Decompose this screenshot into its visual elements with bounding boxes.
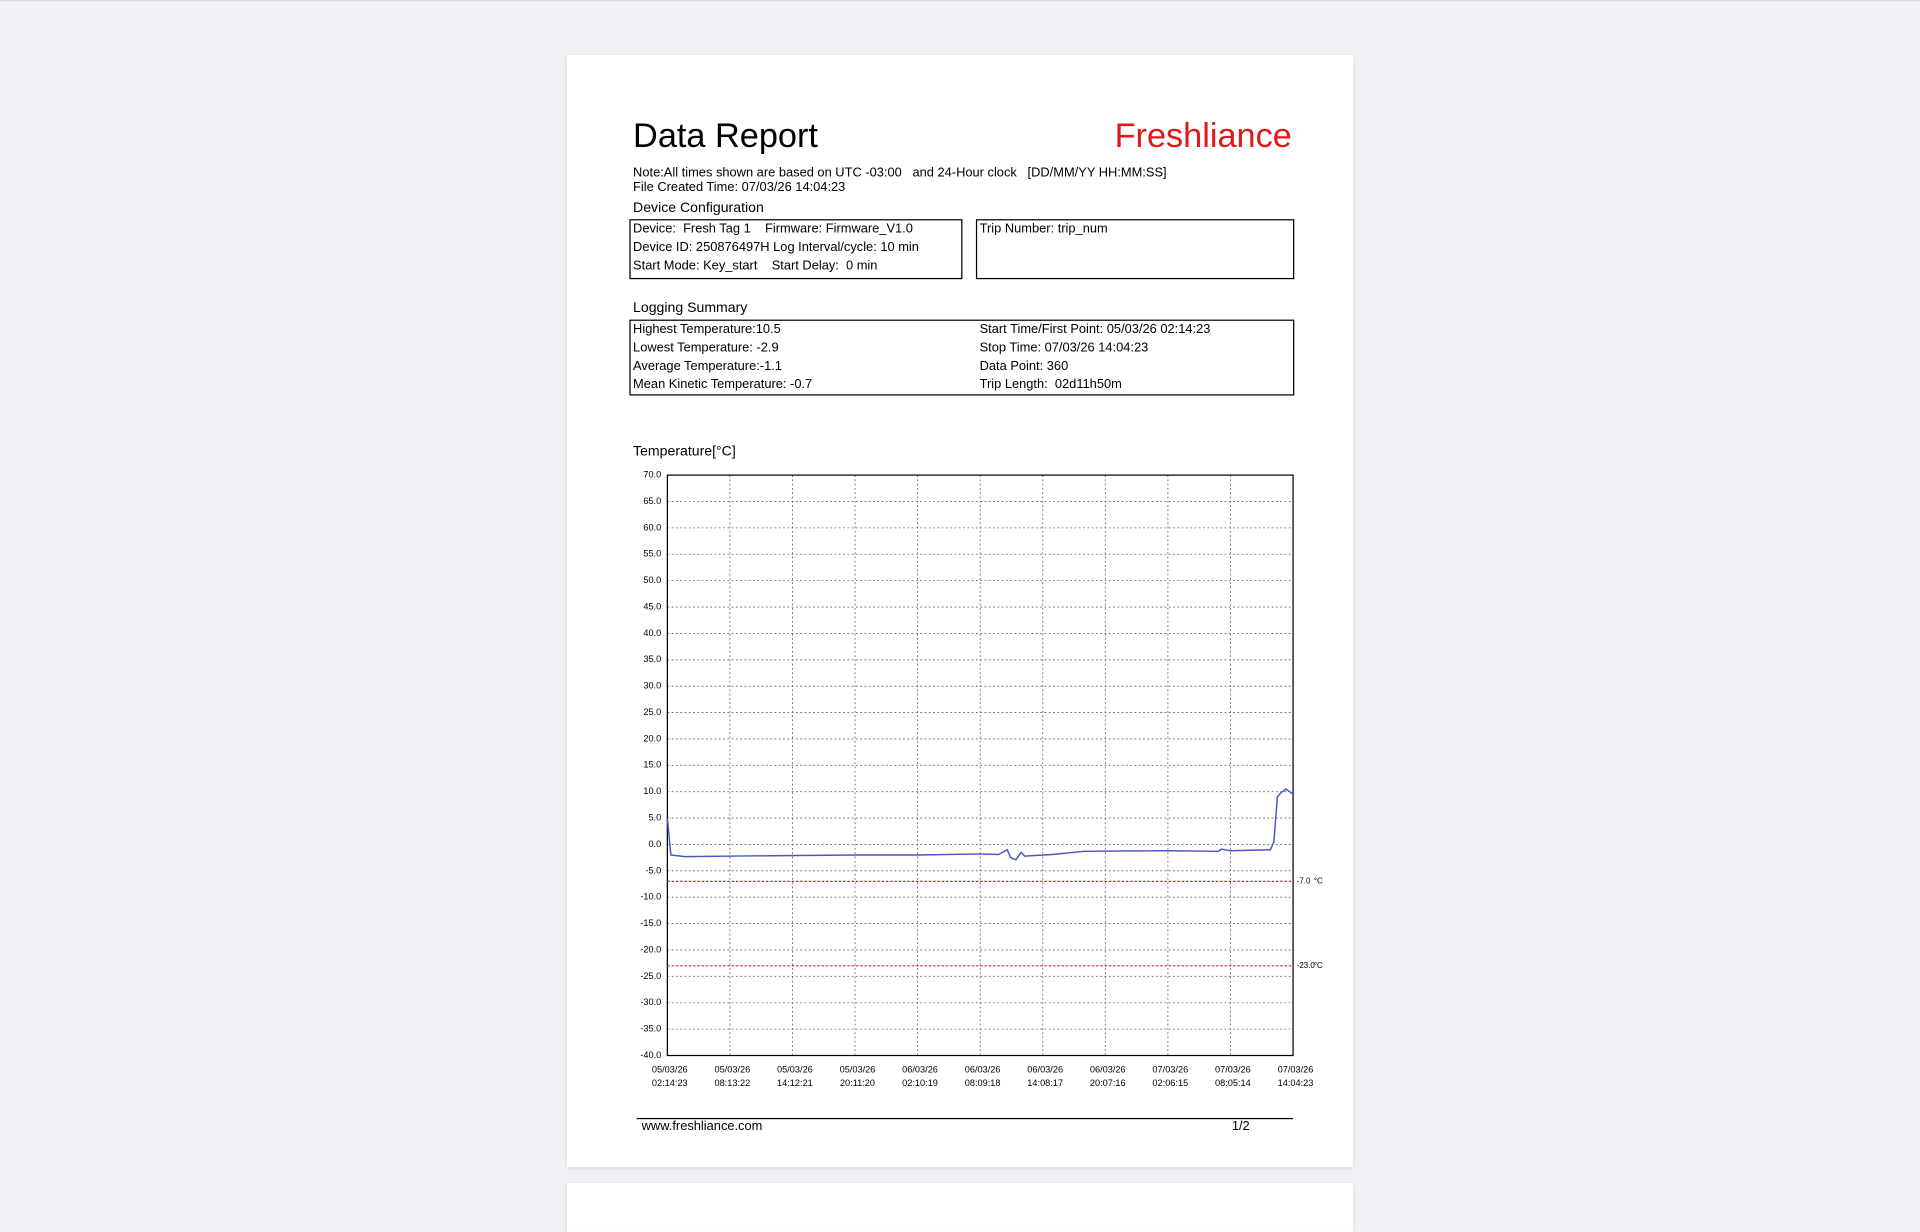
threshold-label: -7.0 [1297,876,1311,885]
trip: Trip Number: trip_num [979,221,1108,237]
x-tick-label: 05/03/26 02:14:23 [651,1064,688,1089]
threshold-unit: °C [1314,961,1323,970]
summary-line: Start Time/First Point: 05/03/26 02:14:2… [979,322,1211,337]
y-axis-label: Temperature[°C] [633,444,736,460]
y-tick-label: 45.0 [643,601,661,611]
summary-line: Mean Kinetic Temperature: -0.7 [633,377,813,392]
y-tick-label: 10.0 [643,786,661,796]
note: Note:All times shown are based on UTC -0… [633,165,1167,180]
y-tick-label: -35.0 [640,1024,661,1034]
y-tick-label: 40.0 [643,628,661,638]
summary-line: Trip Length: 02d11h50m [979,377,1122,392]
brand: Freshliance [1114,116,1292,155]
y-tick-label: -10.0 [640,892,661,902]
config-line: Device: Fresh Tag 1 Firmware: Firmware_V… [633,221,913,237]
x-tick-label: 06/03/26 08:09:18 [964,1064,1001,1089]
y-tick-label: 35.0 [643,654,661,664]
config-line: Start Mode: Key_start Start Delay: 0 min [633,258,878,274]
trip-box [975,219,1295,280]
x-tick-label: 06/03/26 14:08:17 [1027,1064,1064,1089]
y-tick-label: 70.0 [643,470,661,480]
file-created: File Created Time: 07/03/26 14:04:23 [633,180,846,195]
x-tick-label: 07/03/26 14:04:23 [1277,1064,1314,1089]
x-tick-label: 07/03/26 08:05:14 [1215,1064,1251,1089]
y-tick-label: 25.0 [643,707,661,717]
chart: 70.0 65.0 60.0 55.0 50.0 45.0 40.0 35.0 30.0 25.0… [640,470,1323,1060]
threshold-label: -23.0 [1297,961,1316,970]
y-tick-label: 50.0 [643,575,661,585]
x-tick-label: 07/03/26 02:06:15 [1152,1064,1189,1089]
y-tick-label: -30.0 [640,997,661,1007]
temperature-line [666,788,1294,861]
threshold-unit: °C [1314,876,1323,885]
config-box [629,219,963,280]
y-tick-label: 65.0 [643,496,661,506]
y-tick-label: -5.0 [645,865,661,875]
toolbar-edge [0,0,1920,2]
y-tick-label: -25.0 [640,971,661,981]
x-tick-label: 06/03/26 02:10:19 [902,1064,938,1089]
x-tick-label: 05/03/26 20:11:20 [839,1064,876,1089]
y-tick-label: 20.0 [643,733,661,743]
summary-box [629,319,1295,396]
footer-url: www.freshliance.com [641,1119,763,1134]
heading: Device Configuration [633,200,764,216]
x-tick-label: 06/03/26 20:07:16 [1089,1064,1126,1089]
config-line: Device ID: 250876497H Log Interval/cycle… [633,240,919,255]
summary-line: Data Point: 360 [979,358,1069,374]
footer-rule [636,1117,1294,1120]
y-tick-label: -40.0 [640,1050,661,1060]
summary-line: Stop Time: 07/03/26 14:04:23 [979,340,1149,356]
summary-line: Average Temperature:-1.1 [633,358,782,374]
y-tick-label: 15.0 [643,760,661,770]
y-tick-label: 5.0 [648,812,661,822]
heading: Logging Summary [633,301,748,316]
y-tick-label: 55.0 [643,549,661,559]
x-tick-label: 05/03/26 08:13:22 [714,1064,751,1089]
page [566,55,1354,1167]
summary-line: Highest Temperature:10.5 [633,322,781,337]
y-tick-label: -15.0 [640,918,661,928]
y-tick-label: 30.0 [643,681,661,691]
plot-frame [666,474,1294,1057]
y-tick-label: -20.0 [640,944,661,954]
page-number: 1/2 [1231,1119,1250,1134]
y-tick-label: 60.0 [643,522,661,532]
summary-line: Lowest Temperature: -2.9 [633,340,779,356]
x-tick-label: 05/03/26 14:12:21 [777,1064,813,1089]
y-tick-label: 0.0 [648,839,661,849]
title: Data Report [633,116,818,155]
